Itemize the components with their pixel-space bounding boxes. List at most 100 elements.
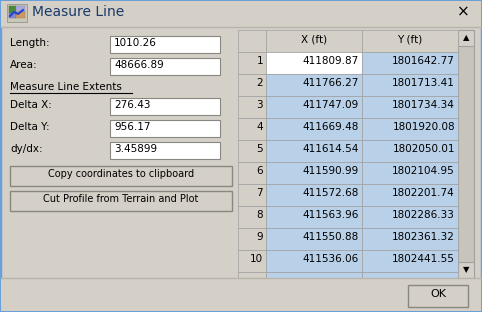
Bar bbox=[238, 272, 266, 278]
Text: ▼: ▼ bbox=[463, 266, 469, 275]
Bar bbox=[458, 30, 474, 278]
Text: 1802050.01: 1802050.01 bbox=[392, 144, 455, 154]
Text: 411536.06: 411536.06 bbox=[303, 254, 359, 264]
Text: ×: × bbox=[456, 4, 469, 19]
Text: 2: 2 bbox=[256, 78, 263, 88]
Bar bbox=[362, 30, 458, 52]
Bar bbox=[9, 13, 16, 18]
Bar bbox=[238, 206, 266, 228]
Bar bbox=[362, 74, 458, 96]
Text: Measure Line: Measure Line bbox=[32, 5, 124, 19]
Text: 1801734.34: 1801734.34 bbox=[392, 100, 455, 110]
Text: 411766.27: 411766.27 bbox=[303, 78, 359, 88]
Text: 1: 1 bbox=[256, 56, 263, 66]
Text: 9: 9 bbox=[256, 232, 263, 242]
Text: Cut Profile from Terrain and Plot: Cut Profile from Terrain and Plot bbox=[43, 194, 199, 204]
Bar bbox=[266, 184, 362, 206]
Bar bbox=[238, 118, 266, 140]
Bar bbox=[362, 96, 458, 118]
Text: 1801713.41: 1801713.41 bbox=[392, 78, 455, 88]
Bar bbox=[238, 250, 266, 272]
Bar bbox=[266, 118, 362, 140]
Bar bbox=[238, 74, 266, 96]
Bar bbox=[362, 184, 458, 206]
Bar bbox=[266, 272, 362, 278]
Text: 3: 3 bbox=[256, 100, 263, 110]
Text: Delta X:: Delta X: bbox=[10, 100, 52, 110]
Bar bbox=[10, 191, 232, 211]
Text: Copy coordinates to clipboard: Copy coordinates to clipboard bbox=[48, 169, 194, 179]
Bar bbox=[238, 30, 266, 52]
Bar bbox=[7, 4, 27, 22]
Bar bbox=[110, 58, 220, 75]
Bar bbox=[266, 74, 362, 96]
Bar bbox=[238, 52, 266, 74]
Text: Delta Y:: Delta Y: bbox=[10, 122, 50, 132]
Text: 1802361.32: 1802361.32 bbox=[392, 232, 455, 242]
Text: 956.17: 956.17 bbox=[114, 122, 150, 132]
Bar bbox=[238, 228, 266, 250]
Bar bbox=[362, 228, 458, 250]
Bar bbox=[266, 206, 362, 228]
Text: 48666.89: 48666.89 bbox=[114, 60, 164, 70]
Text: 411809.87: 411809.87 bbox=[303, 56, 359, 66]
Text: 411669.48: 411669.48 bbox=[303, 122, 359, 132]
Bar bbox=[238, 162, 266, 184]
Text: 411550.88: 411550.88 bbox=[303, 232, 359, 242]
Text: X (ft): X (ft) bbox=[301, 34, 327, 44]
Text: 1010.26: 1010.26 bbox=[114, 38, 157, 48]
Text: Area:: Area: bbox=[10, 60, 38, 70]
Bar bbox=[266, 52, 362, 74]
Bar bbox=[362, 272, 458, 278]
Text: 6: 6 bbox=[256, 166, 263, 176]
Text: 411614.54: 411614.54 bbox=[303, 144, 359, 154]
Text: Measure Line Extents: Measure Line Extents bbox=[10, 82, 122, 92]
Text: 276.43: 276.43 bbox=[114, 100, 150, 110]
Text: 411563.96: 411563.96 bbox=[303, 210, 359, 220]
Text: 1802104.95: 1802104.95 bbox=[392, 166, 455, 176]
Bar bbox=[266, 30, 362, 52]
Bar bbox=[238, 184, 266, 206]
Text: 3.45899: 3.45899 bbox=[114, 144, 157, 154]
Bar bbox=[458, 262, 474, 278]
Bar bbox=[266, 96, 362, 118]
Text: ▲: ▲ bbox=[463, 33, 469, 42]
Bar bbox=[238, 96, 266, 118]
Bar bbox=[110, 98, 220, 115]
Text: 411590.99: 411590.99 bbox=[303, 166, 359, 176]
Text: 411747.09: 411747.09 bbox=[303, 100, 359, 110]
Text: 1802286.33: 1802286.33 bbox=[392, 210, 455, 220]
Text: 8: 8 bbox=[256, 210, 263, 220]
Bar bbox=[408, 285, 468, 307]
Text: 1801920.08: 1801920.08 bbox=[392, 122, 455, 132]
Text: 1802201.74: 1802201.74 bbox=[392, 188, 455, 198]
Bar bbox=[266, 250, 362, 272]
Text: 5: 5 bbox=[256, 144, 263, 154]
Bar bbox=[362, 52, 458, 74]
Bar bbox=[266, 228, 362, 250]
Text: 10: 10 bbox=[250, 254, 263, 264]
Bar bbox=[362, 250, 458, 272]
Bar bbox=[110, 142, 220, 159]
Bar bbox=[362, 206, 458, 228]
Text: Length:: Length: bbox=[10, 38, 50, 48]
Bar bbox=[9, 6, 16, 13]
Text: 7: 7 bbox=[256, 188, 263, 198]
Bar bbox=[1, 278, 481, 311]
Text: 1802441.55: 1802441.55 bbox=[392, 254, 455, 264]
Bar bbox=[110, 36, 220, 53]
Text: Y (ft): Y (ft) bbox=[397, 34, 423, 44]
Bar bbox=[362, 162, 458, 184]
Text: dy/dx:: dy/dx: bbox=[10, 144, 42, 154]
Bar bbox=[362, 140, 458, 162]
Bar bbox=[266, 140, 362, 162]
Bar bbox=[238, 140, 266, 162]
Bar bbox=[16, 12, 25, 18]
Bar bbox=[1, 1, 481, 27]
Bar bbox=[458, 30, 474, 46]
Text: 411572.68: 411572.68 bbox=[303, 188, 359, 198]
Text: 4: 4 bbox=[256, 122, 263, 132]
Bar bbox=[362, 118, 458, 140]
Bar bbox=[10, 166, 232, 186]
Bar bbox=[110, 120, 220, 137]
